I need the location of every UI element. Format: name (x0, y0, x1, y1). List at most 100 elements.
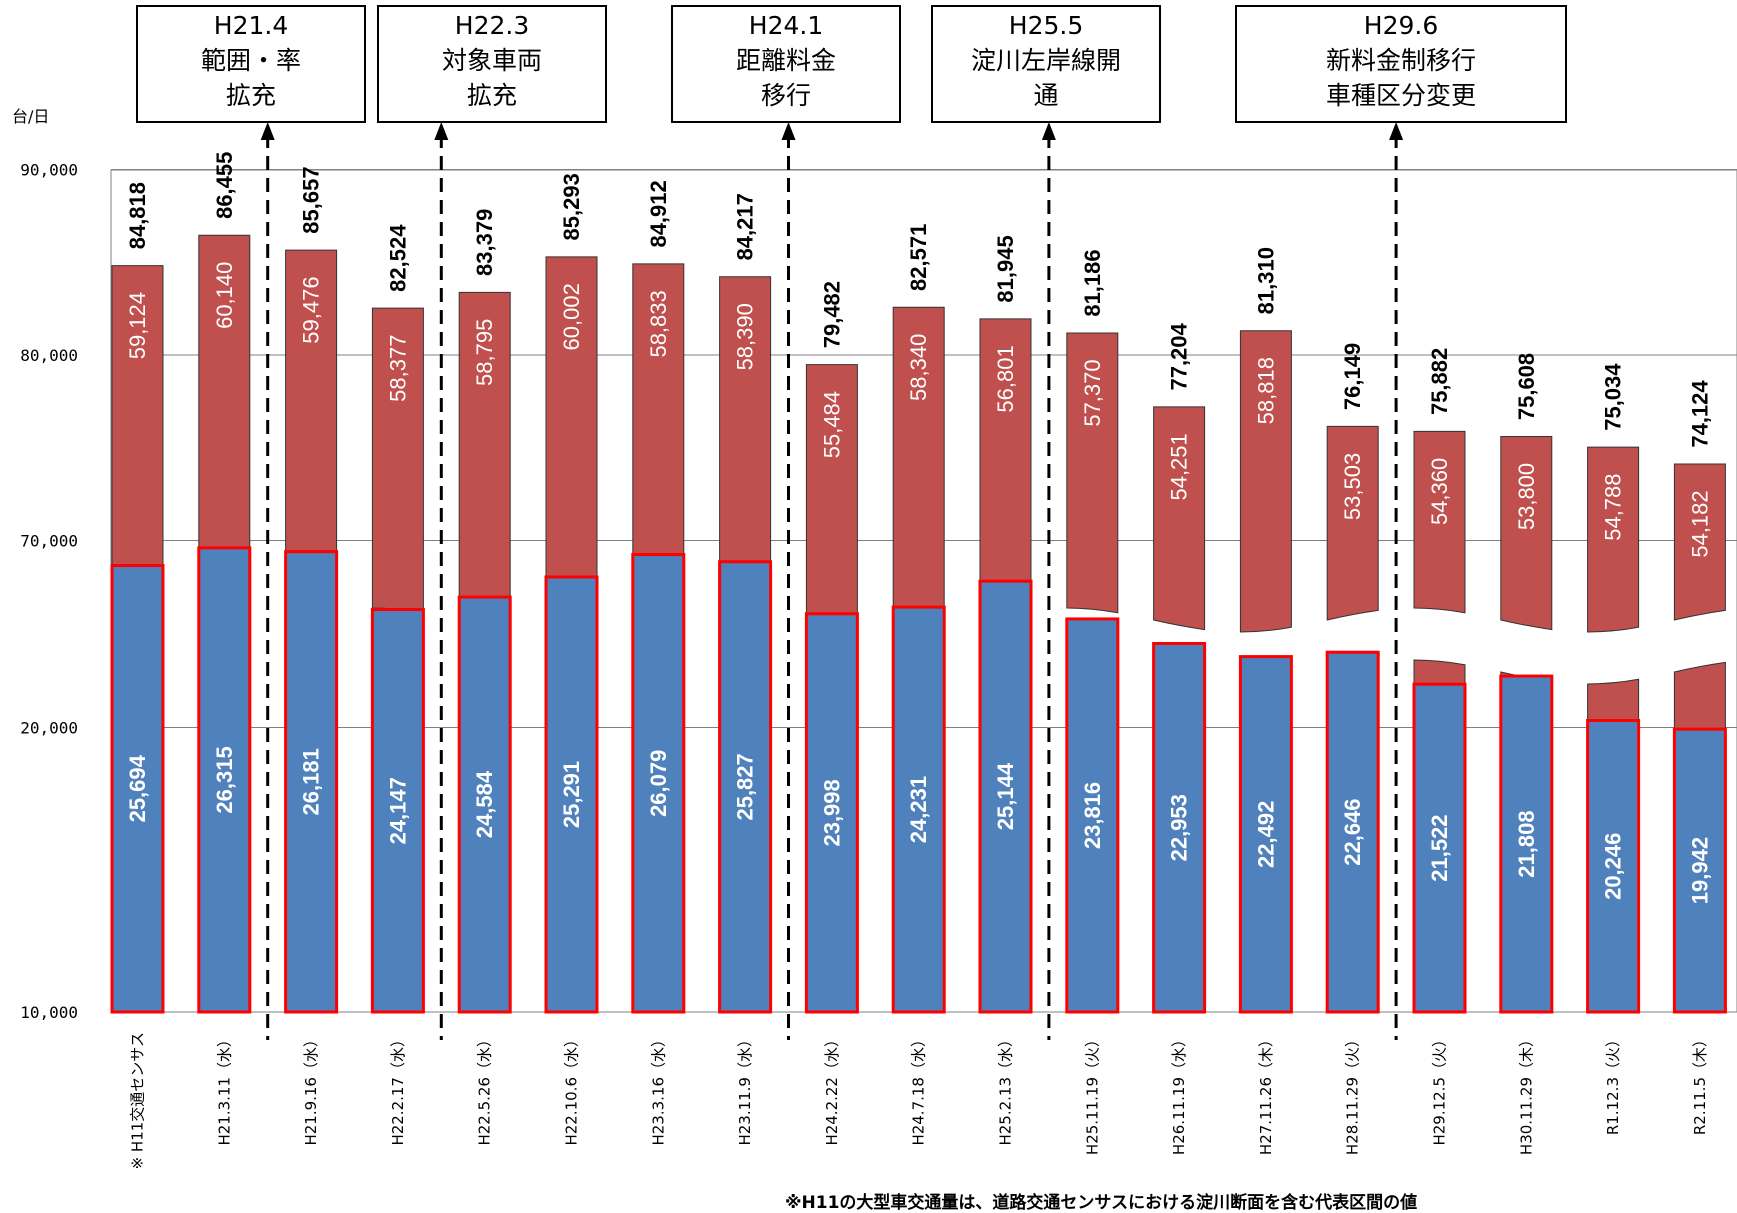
data-label-heavy: 26,315 (212, 746, 237, 813)
annotation-arrowhead (434, 122, 449, 140)
data-label-heavy: 19,942 (1687, 837, 1712, 904)
bar-12: 22,953 54,251 77,204 H26.11.19（水） (1152, 322, 1207, 1155)
data-label-heavy: 25,144 (993, 762, 1018, 830)
data-label-large: 59,476 (299, 276, 324, 343)
data-label-heavy: 26,079 (646, 750, 671, 817)
annotation-arrowhead (1389, 122, 1404, 140)
data-label-large: 58,833 (646, 290, 671, 357)
annotation-box (136, 5, 366, 123)
bar-segment-large (1153, 406, 1206, 631)
annotation-text: H21.4 (214, 11, 288, 40)
data-label-large: 58,377 (385, 335, 410, 402)
total-label: 75,034 (1601, 363, 1626, 431)
data-label-large: 57,370 (1080, 359, 1105, 426)
data-label-heavy: 24,147 (385, 777, 410, 844)
bar-segment-large (1673, 463, 1726, 621)
bar-segment-heavy (1412, 682, 1467, 1014)
data-label-large: 54,360 (1427, 458, 1452, 525)
annotation-text: 拡充 (226, 81, 276, 110)
y-axis-label: 台/日 (12, 107, 49, 126)
x-tick-label: H30.11.29（木） (1517, 1032, 1535, 1155)
bar-segment-heavy (1065, 617, 1120, 1014)
annotation-text: 新料金制移行 (1326, 46, 1476, 75)
data-label-heavy: 23,816 (1080, 782, 1105, 849)
y-tick-label: 90,000 (20, 161, 78, 180)
x-tick-label: H29.12.5（火） (1431, 1032, 1449, 1146)
bar-segment-large (1413, 430, 1466, 614)
annotation-text: H25.5 (1009, 11, 1083, 40)
data-label-large: 53,800 (1514, 463, 1539, 530)
bar-segment-heavy (370, 608, 425, 1014)
annotation-text: H22.3 (455, 11, 529, 40)
bar-segment-large (1500, 435, 1553, 631)
bar-segment-heavy (1238, 655, 1293, 1014)
annotation-text: 距離料金 (736, 46, 836, 75)
annotation-box (377, 5, 607, 123)
total-label: 84,912 (646, 180, 671, 247)
x-tick-label: R1.12.3（火） (1604, 1032, 1622, 1135)
bar-segment-heavy (284, 550, 339, 1014)
data-label-heavy: 23,998 (819, 779, 844, 846)
annotation-box (931, 5, 1161, 123)
x-tick-label: H21.9.16（水） (302, 1032, 320, 1146)
bar-segment-heavy (1499, 674, 1554, 1014)
bar-segment-heavy (978, 579, 1033, 1014)
bar-segment-large (1239, 330, 1292, 633)
y-tick-label: 10,000 (20, 1003, 78, 1022)
annotation-0: H21.4 範囲・率拡充 (136, 5, 366, 1040)
annotation-text: 通 (1033, 81, 1058, 110)
bar-11: 23,816 57,370 81,186 H25.11.19（火） (1065, 249, 1120, 1155)
y-tick-label: 70,000 (20, 532, 78, 551)
bar-0: 25,694 59,124 84,818 ※ H11交通センサス (110, 182, 165, 1169)
bar-2: 26,181 59,476 85,657 H21.9.16（水） (284, 166, 339, 1146)
data-label-large: 54,788 (1601, 473, 1626, 540)
data-label-heavy: 24,584 (472, 770, 497, 838)
bar-segment-large (1066, 332, 1119, 614)
data-label-heavy: 21,808 (1514, 810, 1539, 877)
x-tick-label: H24.2.22（水） (823, 1032, 841, 1146)
bar-segment-large-lower (1413, 659, 1466, 685)
total-label: 76,149 (1340, 343, 1365, 410)
data-label-large: 58,340 (906, 334, 931, 401)
data-label-heavy: 22,646 (1340, 798, 1365, 865)
total-label: 81,186 (1080, 249, 1105, 316)
bar-6: 26,079 58,833 84,912 H23.3.16（水） (631, 180, 686, 1146)
total-label: 77,204 (1167, 322, 1192, 390)
bar-18: 19,942 54,182 74,124 R2.11.5（木） (1672, 380, 1727, 1135)
data-label-large: 58,795 (472, 319, 497, 386)
annotation-text: 移行 (761, 81, 811, 110)
bar-segment-large (1587, 446, 1640, 633)
bar-4: 24,584 58,795 83,379 H22.5.26（水） (457, 209, 512, 1146)
bar-segment-heavy (1152, 641, 1207, 1014)
bar-segment-heavy (544, 575, 599, 1014)
data-label-heavy: 26,181 (299, 748, 324, 815)
bar-segment-large (1326, 425, 1379, 621)
bar-14: 22,646 53,503 76,149 H28.11.29（火） (1325, 343, 1380, 1155)
bar-segment-large-lower (1673, 661, 1726, 730)
data-label-heavy: 22,953 (1167, 794, 1192, 861)
data-label-large: 56,801 (993, 345, 1018, 412)
data-label-heavy: 25,827 (733, 753, 758, 820)
bars: 25,694 59,124 84,818 ※ H11交通センサス 26,315 60,14… (110, 152, 1727, 1169)
annotation-text: 淀川左岸線開 (971, 46, 1121, 75)
x-tick-label: H23.11.9（水） (736, 1032, 754, 1146)
total-label: 82,571 (906, 224, 931, 291)
data-label-large: 59,124 (125, 292, 150, 359)
data-label-heavy: 21,522 (1427, 814, 1452, 881)
total-label: 84,217 (733, 193, 758, 260)
y-tick-label: 80,000 (20, 346, 78, 365)
bar-15: 21,522 54,360 75,882 H29.12.5（火） (1412, 348, 1467, 1146)
bar-segment-heavy (1672, 727, 1727, 1014)
annotation-arrowhead (781, 122, 796, 140)
data-label-heavy: 20,246 (1601, 833, 1626, 900)
bar-8: 23,998 55,484 79,482 H24.2.22（水） (804, 281, 859, 1146)
bar-13: 22,492 58,818 81,310 H27.11.26（木） (1238, 247, 1293, 1155)
annotation-text: H24.1 (749, 11, 823, 40)
x-tick-label: ※ H11交通センサス (129, 1032, 147, 1169)
bar-segment-heavy (197, 546, 252, 1014)
data-label-large: 53,503 (1340, 453, 1365, 520)
data-label-large: 58,818 (1253, 357, 1278, 424)
annotation-text: 範囲・率 (201, 46, 301, 75)
